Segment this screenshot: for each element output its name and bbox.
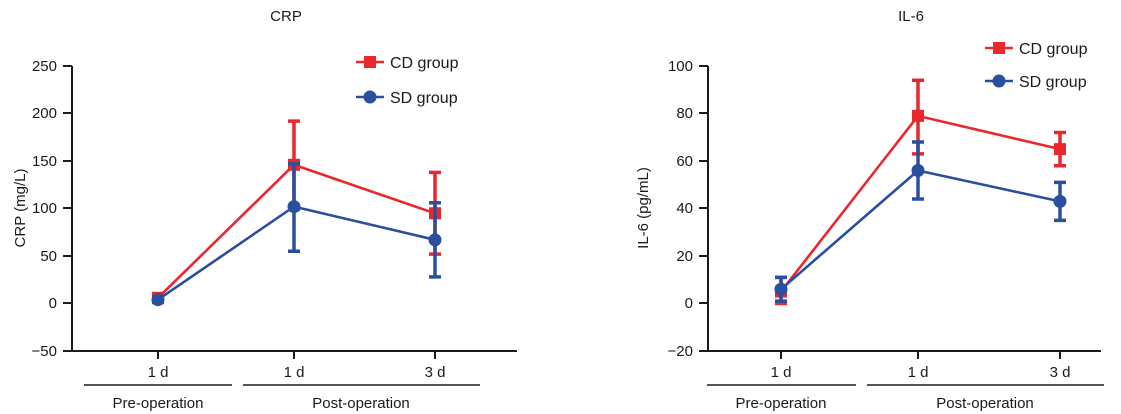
group-label-pre-operation: Pre-operation (113, 395, 204, 412)
legend-item-sd-group: SD group (356, 90, 458, 107)
y-tick-label: 250 (32, 58, 57, 75)
plot-area (151, 119, 442, 307)
x-tick-label: 3 d (1050, 364, 1071, 381)
y-axis-label: IL-6 (pg/mL) (635, 167, 652, 249)
data-point-circle (774, 282, 788, 296)
chart-title: CRP (270, 8, 302, 25)
data-point-circle (151, 293, 165, 307)
y-tick-label: 200 (32, 105, 57, 122)
legend-item-sd-group: SD group (985, 74, 1087, 91)
series-line (157, 205, 436, 301)
legend-item-cd-group: CD group (985, 41, 1088, 58)
series-sd-group (774, 140, 1067, 303)
legend-marker-circle (363, 90, 377, 104)
x-tick-label: 1 d (908, 364, 929, 381)
legend: CD group SD group (985, 41, 1088, 91)
data-point-circle (287, 200, 301, 214)
y-tick-labels: 100 80 60 40 20 0 −20 (668, 58, 693, 360)
legend-label: SD group (390, 90, 458, 107)
x-tick-marks (780, 351, 1061, 359)
y-tick-label: 60 (676, 153, 693, 170)
legend-marker-circle (992, 74, 1006, 88)
y-tick-label: −20 (668, 343, 693, 360)
x-tick-labels: 1 d 1 d 3 d (771, 364, 1071, 381)
y-tick-labels: 250 200 150 100 50 0 −50 (32, 58, 57, 360)
x-tick-label: 1 d (148, 364, 169, 381)
y-tick-label: 100 (668, 58, 693, 75)
y-tick-label: 0 (685, 295, 693, 312)
group-label-post-operation: Post-operation (312, 395, 410, 412)
legend-marker-square (993, 42, 1005, 54)
series-cd-group (775, 78, 1066, 306)
series-sd-group (151, 162, 442, 307)
data-point-circle (428, 233, 442, 247)
y-tick-label: 150 (32, 153, 57, 170)
x-tick-label: 1 d (284, 364, 305, 381)
y-tick-label: 0 (49, 295, 57, 312)
data-point-square (912, 109, 924, 122)
y-tick-label: −50 (32, 343, 57, 360)
x-tick-label: 3 d (425, 364, 446, 381)
data-point-circle (911, 164, 925, 177)
y-axis-label: CRP (mg/L) (12, 169, 29, 248)
plot-area (774, 78, 1067, 306)
data-point-square (1054, 143, 1066, 156)
x-tick-label: 1 d (771, 364, 792, 381)
y-tick-label: 50 (40, 248, 57, 265)
legend: CD group SD group (356, 55, 459, 107)
chart-title: IL-6 (898, 8, 924, 25)
y-tick-label: 20 (676, 248, 693, 265)
y-tick-marks (63, 65, 72, 352)
legend-item-cd-group: CD group (356, 55, 459, 72)
x-tick-marks (157, 351, 436, 359)
legend-label: CD group (390, 55, 459, 72)
y-tick-marks (699, 65, 708, 352)
legend-label: CD group (1019, 41, 1088, 58)
group-label-post-operation: Post-operation (936, 395, 1034, 412)
chart-panel-crp: CRP CRP (mg/L) 250 200 150 100 50 0 −50 (12, 8, 517, 412)
y-tick-label: 100 (32, 200, 57, 217)
legend-marker-square (364, 56, 376, 68)
x-tick-labels: 1 d 1 d 3 d (148, 364, 446, 381)
legend-label: SD group (1019, 74, 1087, 91)
y-tick-label: 80 (676, 105, 693, 122)
group-label-pre-operation: Pre-operation (736, 395, 827, 412)
y-tick-label: 40 (676, 200, 693, 217)
data-point-circle (1053, 194, 1067, 208)
chart-panel-il6: IL-6 IL-6 (pg/mL) 100 80 60 40 20 0 −20 (635, 8, 1104, 412)
series-line (780, 169, 1061, 291)
